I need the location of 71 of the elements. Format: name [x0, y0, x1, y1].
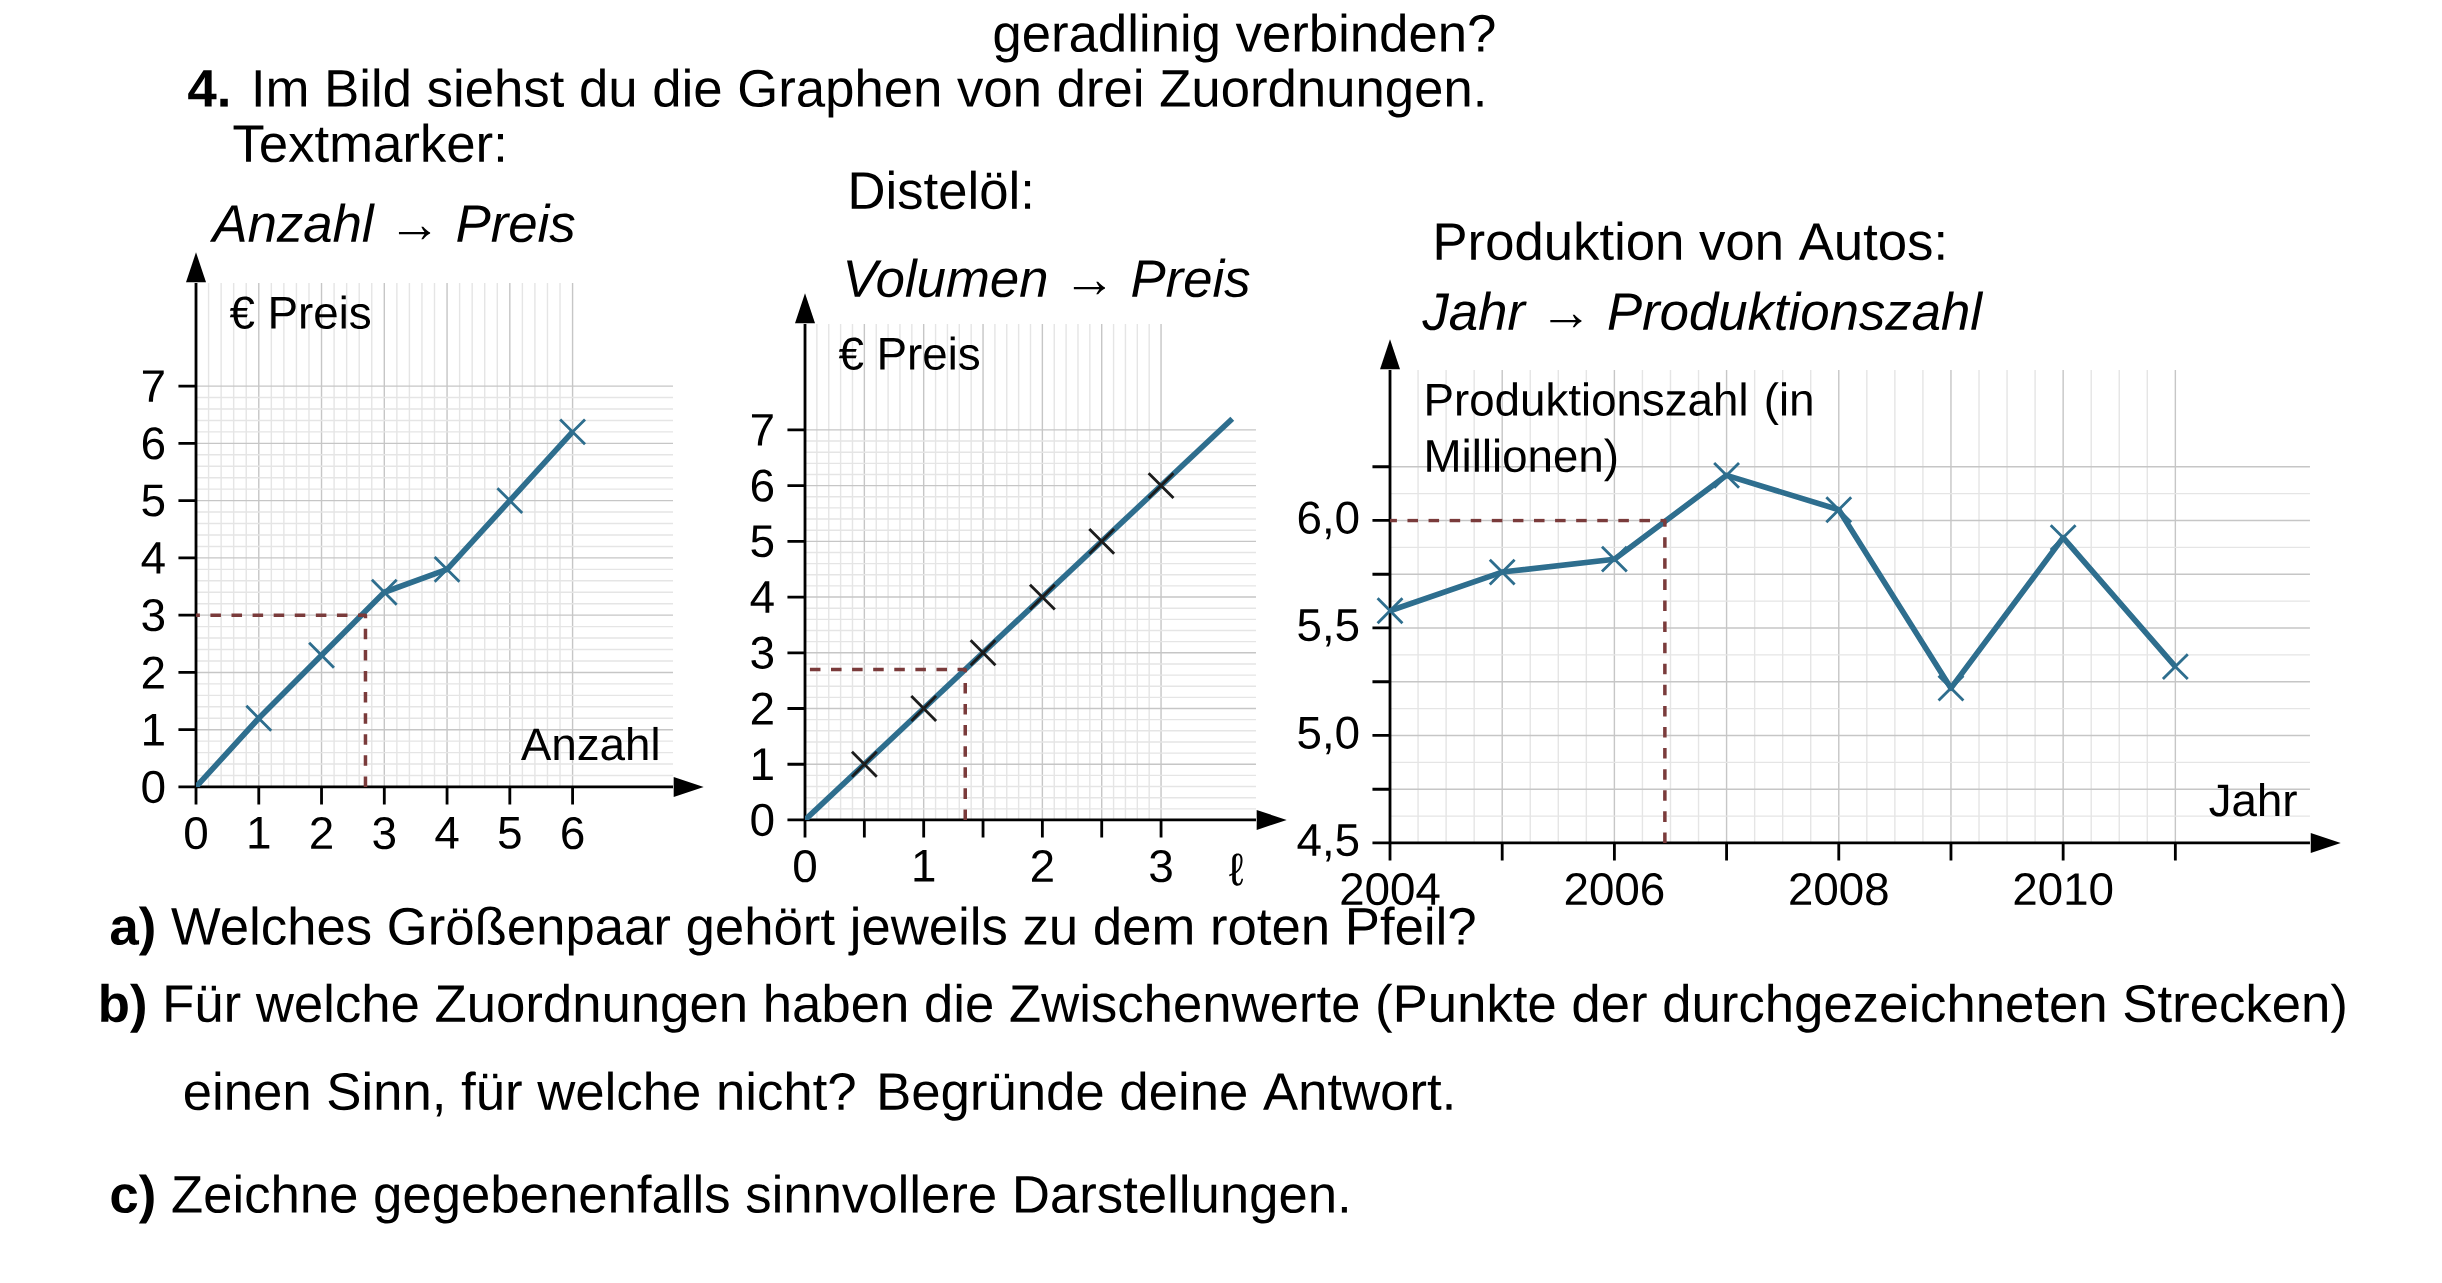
- point: [1147, 471, 1175, 500]
- y-tick-label: 1: [753, 748, 773, 780]
- point: [433, 555, 461, 584]
- y-tick-label: 5: [751, 525, 774, 558]
- point: [244, 704, 273, 733]
- y-tick-label: 1: [144, 714, 164, 746]
- point: [558, 418, 587, 446]
- y-axis-title: € Preis: [229, 295, 371, 329]
- x-tick-label: 2010: [2014, 872, 2113, 906]
- point: [909, 694, 938, 723]
- y-axis-title: € Preis: [838, 336, 980, 370]
- point: [1376, 596, 1404, 625]
- point: [1712, 461, 1741, 490]
- chart-title: Produktion von Autos:: [1436, 221, 1944, 261]
- x-tick-label: 4: [435, 816, 459, 849]
- x-tick-label: 2: [311, 816, 332, 849]
- chart-subtitle: Anzahl → Preis: [209, 203, 575, 243]
- y-tick-label: 5,0: [1298, 716, 1359, 755]
- x-tick-label: 0: [185, 816, 207, 850]
- text: b) Für welche Zuordnungen haben die Zwischenwerte (Punkte der durchgezeichneten Strecken) einen Sinn, für welche nicht? Begründe deine Antwort.: [101, 983, 2345, 1121]
- text: 4. Im Bild siehst du die Graphen von drei Zuordnungen.: [188, 68, 1483, 118]
- y-tick-label: 5: [142, 484, 165, 517]
- y-tick-label: 6: [142, 427, 165, 460]
- chart-title: Distelöl:: [851, 170, 1031, 210]
- x-tick-label: 2008: [1790, 872, 1888, 906]
- y-tick-label: 0: [142, 770, 165, 804]
- point: [1488, 558, 1517, 586]
- y-tick-label: 2: [751, 692, 773, 725]
- chart-title: Textmarker:: [233, 123, 503, 163]
- x-tick-label: 3: [373, 816, 396, 850]
- y-tick-label: 7: [142, 370, 164, 402]
- x-tick-label: 2004: [1341, 872, 1440, 906]
- y-tick-label: 5,5: [1298, 609, 1359, 647]
- text: geradlinig verbinden?: [994, 13, 1495, 63]
- x-tick-label: 5: [498, 816, 521, 849]
- point: [1600, 545, 1629, 574]
- point: [370, 578, 399, 607]
- point: [1087, 527, 1116, 556]
- y-tick-label: 4,5: [1297, 824, 1359, 862]
- y-tick-label: 4: [750, 581, 774, 613]
- y-tick-label: 3: [142, 598, 165, 632]
- point: [2049, 523, 2077, 552]
- x-tick-label: 6: [562, 816, 584, 850]
- chart-subtitle: Jahr → Produktionszahl: [1422, 291, 1984, 331]
- point: [307, 641, 336, 670]
- point: [1028, 583, 1057, 611]
- y-tick-label: 7: [751, 414, 773, 446]
- y-tick-label: 3: [751, 636, 774, 669]
- x-axis-title: Jahr: [2209, 782, 2297, 817]
- point: [1937, 674, 1965, 703]
- text: a) Welches Größenpaar gehört jeweils zu dem roten Pfeil?: [110, 906, 1475, 956]
- x-tick-label: 0: [794, 849, 816, 883]
- x-tick-label: 1: [914, 849, 935, 882]
- y-tick-label: 4: [141, 542, 165, 574]
- x-axis-title: ℓ: [1229, 853, 1244, 886]
- point: [969, 638, 997, 667]
- point: [2161, 652, 2190, 681]
- y-tick-label: 6: [751, 469, 774, 502]
- x-axis-title: Anzahl: [520, 726, 658, 761]
- x-tick-label: 3: [1150, 849, 1172, 883]
- point: [495, 486, 524, 515]
- point: [1824, 495, 1853, 524]
- point: [850, 750, 879, 779]
- text: c) Zeichne gegebenenfalls sinnvollere Darstellungen.: [111, 1174, 1347, 1224]
- x-tick-label: 2: [1031, 849, 1053, 882]
- y-tick-label: 6,0: [1298, 501, 1359, 540]
- y-axis-title: Produktionszahl (in Millionen): [1427, 382, 1812, 482]
- x-tick-label: 1: [249, 816, 270, 849]
- chart-subtitle: Volumen → Preis: [847, 258, 1250, 298]
- x-tick-label: 2006: [1565, 872, 1664, 906]
- y-tick-label: 2: [142, 656, 164, 689]
